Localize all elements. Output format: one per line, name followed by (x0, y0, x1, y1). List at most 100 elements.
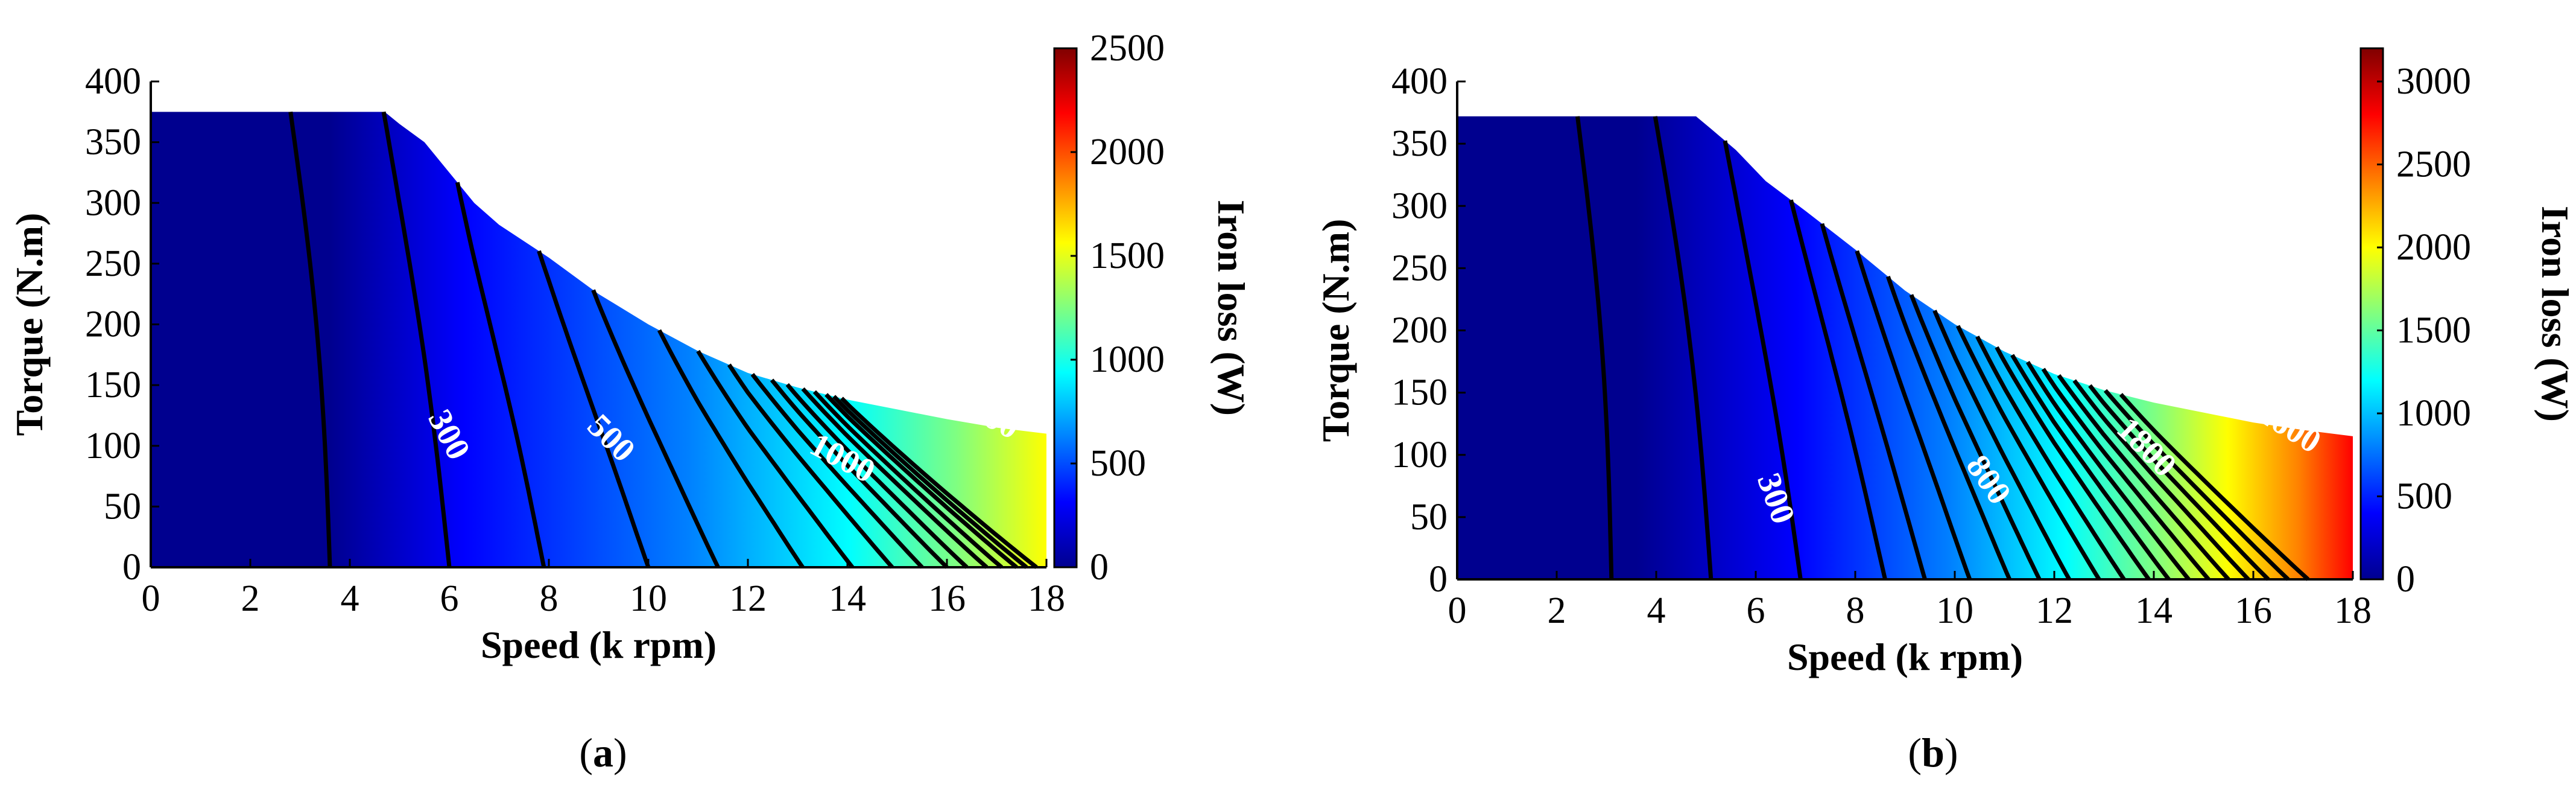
y-tick-label: 350 (85, 122, 141, 163)
x-tick-label: 6 (440, 578, 459, 619)
contour-line (1653, 116, 1714, 580)
contour-line (727, 363, 894, 569)
panel-caption-letter: a (593, 730, 613, 775)
colorbar-label: Iron loss (W) (1210, 200, 1253, 416)
y-axis-label: Torque (N.m) (1314, 219, 1357, 442)
x-tick-label: 8 (1846, 590, 1865, 631)
contour-line (2119, 393, 2310, 581)
y-tick-label: 250 (85, 243, 141, 284)
colorbar-tick-label: 2500 (2396, 144, 2471, 185)
y-axis-label: Torque (N.m) (8, 213, 51, 436)
colorbar-tick-label: 1000 (2396, 393, 2471, 434)
contour-line (1885, 276, 2012, 581)
contour-line (1975, 336, 2126, 581)
y-tick-label: 100 (1391, 435, 1448, 476)
x-tick-label: 16 (2235, 590, 2272, 631)
contour-line (1932, 310, 2071, 581)
contour-line (2057, 374, 2230, 581)
y-tick-label: 200 (1391, 310, 1448, 351)
x-tick-label: 0 (1448, 590, 1467, 631)
x-tick-label: 12 (2036, 590, 2073, 631)
contour-line (591, 289, 720, 568)
contour-line (1575, 116, 1614, 580)
contour-line (770, 378, 949, 569)
colorbar-tick-label: 0 (2396, 559, 2415, 600)
colorbar-tick-label: 1500 (2396, 310, 2471, 351)
contour-line (537, 250, 651, 568)
colorbar-b: 0 500 1000 1500 2000 2500 3000 (2359, 47, 2471, 600)
y-tick-label: 100 (85, 425, 141, 466)
y-tick-label: 0 (122, 547, 141, 588)
contour-line (288, 111, 332, 568)
x-axis-label: Speed (k rpm) (481, 623, 717, 666)
x-tick-label: 0 (142, 578, 160, 619)
x-tick-label: 2 (241, 578, 260, 619)
contour-line (750, 373, 924, 569)
contour-line (2072, 379, 2250, 581)
contour-line (1820, 223, 1927, 580)
colorbar-tick-label: 2500 (1090, 28, 1165, 69)
y-tick-label: 150 (1391, 372, 1448, 413)
contour-line (2041, 368, 2210, 581)
contour-line (2025, 361, 2191, 581)
panel-caption-a: (a) (579, 730, 627, 775)
contour-line (840, 396, 1038, 569)
colorbar-tick-label: 0 (1090, 547, 1109, 588)
contour-line (832, 395, 1028, 569)
contour-line (824, 393, 1018, 569)
x-tick-label: 16 (928, 578, 966, 619)
colorbar-tick-label: 1000 (1090, 339, 1165, 380)
x-tick-label: 18 (2334, 590, 2372, 631)
contour-line (657, 329, 805, 568)
x-tick-label: 10 (630, 578, 667, 619)
y-tick-label: 300 (85, 182, 141, 223)
x-tick-label: 8 (540, 578, 559, 619)
y-tick-label: 50 (104, 486, 141, 527)
x-tick-label: 12 (729, 578, 767, 619)
contour-line (1855, 250, 1972, 581)
y-tick-label: 400 (1391, 61, 1448, 102)
y-tick-label: 300 (1391, 185, 1448, 226)
contour-line (1723, 140, 1803, 580)
contour-line (2010, 354, 2171, 581)
x-tick-label: 18 (1028, 578, 1065, 619)
y-tick-label: 150 (85, 365, 141, 406)
contour-line (1995, 346, 2151, 581)
y-tick-label: 250 (1391, 247, 1448, 288)
panel-caption-b: (b) (1908, 730, 1958, 775)
contour-line (381, 111, 452, 568)
contour-line (696, 349, 855, 569)
colorbar-tick-label: 2000 (1090, 132, 1165, 173)
contour-line (1955, 325, 2101, 581)
colorbar-gradient (1053, 47, 1078, 568)
x-tick-label: 10 (1936, 590, 1973, 631)
colorbar-tick-label: 3000 (2396, 61, 2471, 102)
colorbar-a: 0 500 1000 1500 2000 2500 (1053, 28, 1165, 588)
contour-line (801, 387, 989, 569)
contour-line (2088, 384, 2270, 581)
y-tick-label: 350 (1391, 123, 1448, 164)
colorbar-tick-label: 500 (2396, 476, 2452, 517)
x-tick-label: 14 (829, 578, 866, 619)
colorbar-tick-label: 500 (1090, 443, 1146, 484)
contour-line (1909, 294, 2042, 581)
colorbar-tick-label: 2000 (2396, 227, 2471, 268)
y-tick-label: 400 (85, 61, 141, 102)
x-tick-label: 6 (1747, 590, 1765, 631)
y-tick-label: 200 (85, 304, 141, 345)
contour-line (455, 182, 546, 568)
x-tick-label: 4 (341, 578, 359, 619)
y-tick-label: 50 (1410, 497, 1448, 538)
contour-line (2103, 389, 2290, 581)
contour-line (1789, 199, 1887, 580)
panel-caption-letter: b (1922, 730, 1945, 775)
colorbar-gradient (2359, 47, 2384, 581)
colorbar-tick-label: 1500 (1090, 235, 1165, 276)
colorbar-label: Iron loss (W) (2534, 206, 2576, 422)
y-tick-label: 0 (1429, 559, 1448, 600)
